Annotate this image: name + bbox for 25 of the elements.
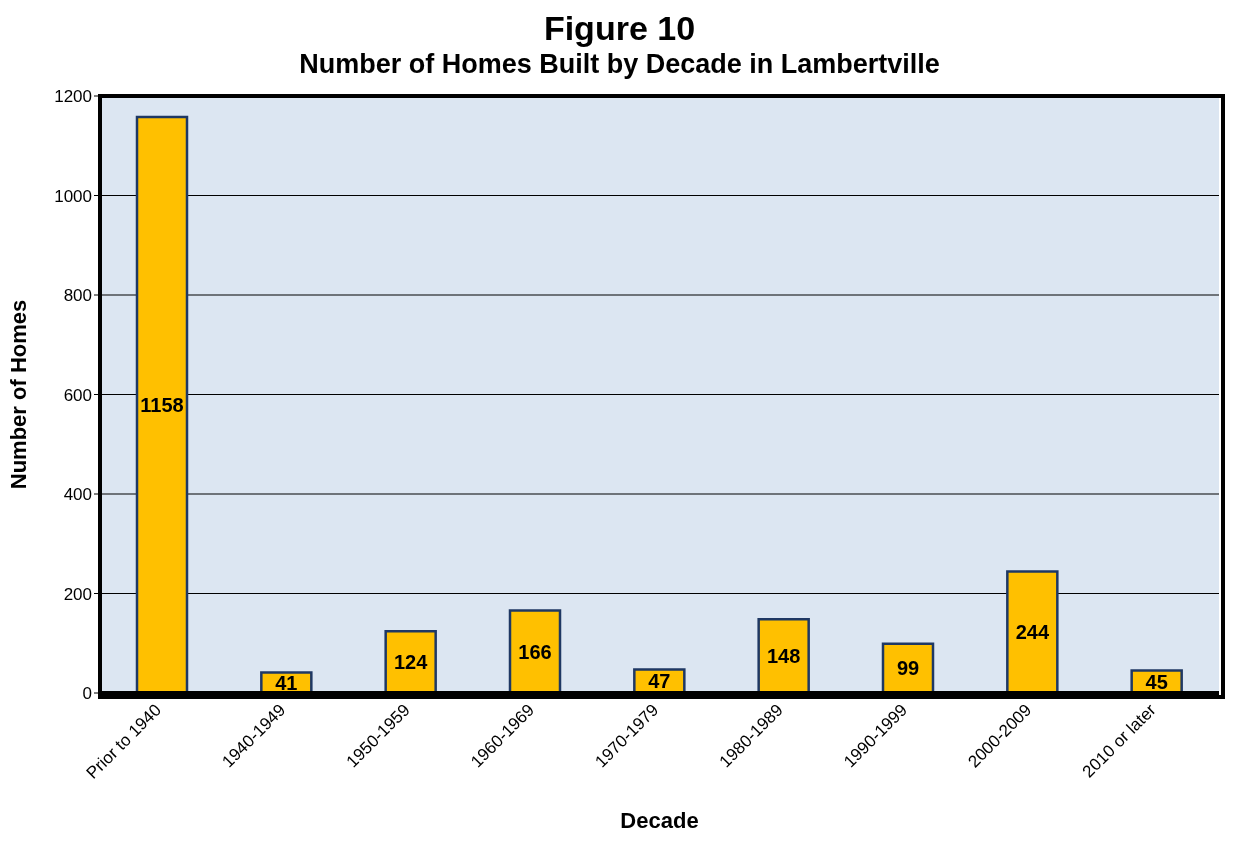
y-tick-label: 1000 <box>54 186 92 206</box>
data-label: 124 <box>393 651 429 674</box>
bar <box>384 630 437 693</box>
y-tick-label: 800 <box>63 286 92 306</box>
chart-title: Figure 10 <box>542 8 697 48</box>
y-tick-label: 400 <box>63 485 92 505</box>
bar <box>757 618 810 693</box>
bar <box>135 115 189 693</box>
data-label: 47 <box>648 670 671 693</box>
bar <box>1006 570 1059 693</box>
data-label: 244 <box>1015 621 1050 644</box>
y-tick-label: 200 <box>63 584 92 604</box>
chart-subtitle: Number of Homes Built by Decade in Lambertville <box>298 48 941 80</box>
data-label: 166 <box>518 640 552 663</box>
data-label: 1158 <box>140 394 184 417</box>
y-tick-label: 0 <box>82 684 92 704</box>
data-label: 41 <box>275 671 298 694</box>
data-label: 99 <box>896 657 920 680</box>
data-label: 148 <box>766 645 801 668</box>
y-axis-title: Number of Homes <box>5 299 31 490</box>
bar <box>508 609 562 693</box>
x-axis-title: Decade <box>620 808 699 833</box>
y-tick-label: 600 <box>63 385 92 405</box>
data-label: 45 <box>1145 670 1168 693</box>
y-tick-label: 1200 <box>54 87 92 107</box>
